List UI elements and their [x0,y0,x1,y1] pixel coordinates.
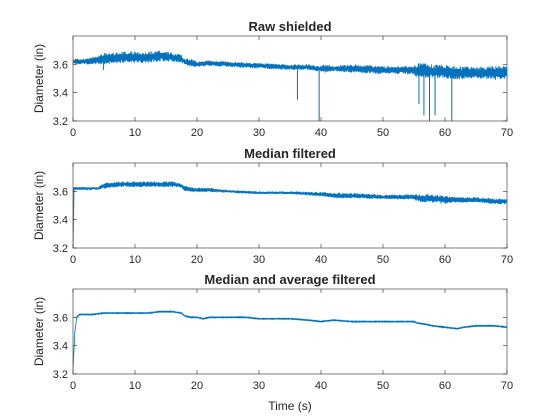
x-tick-label: 0 [70,127,76,139]
x-tick-label: 40 [315,127,327,139]
y-tick-label: 3.2 [53,116,68,128]
plot-area [73,289,507,374]
subplot-median-and-average-filtered: Median and average filtered Diameter (in… [32,272,513,413]
y-tick-label: 3.4 [53,341,68,353]
plot-area [73,163,507,248]
plot-area [73,36,507,121]
subplot-median-filtered: Median filtered Diameter (in) 0 10 20 30 40 5… [32,146,513,266]
x-tick-label: 50 [377,380,389,392]
x-tick-label: 60 [439,380,451,392]
x-tick-label: 20 [191,127,203,139]
x-tick-label: 60 [439,254,451,266]
x-tick-label: 20 [191,380,203,392]
x-tick-label: 0 [70,254,76,266]
y-tick-label: 3.6 [53,312,68,324]
y-tick-label: 3.4 [53,215,68,227]
x-tick-label: 30 [253,254,265,266]
x-tick-label: 50 [377,254,389,266]
x-tick-label: 20 [191,254,203,266]
x-tick-label: 70 [501,127,513,139]
x-tick-label: 10 [129,127,141,139]
y-axis-label: Diameter (in) [32,44,46,113]
x-tick-label: 40 [315,380,327,392]
y-axis-label: Diameter (in) [32,171,46,240]
chart-title: Raw shielded [248,19,331,34]
x-tick-label: 70 [501,380,513,392]
y-tick-label: 3.4 [53,88,68,100]
x-tick-label: 70 [501,254,513,266]
x-tick-label: 40 [315,254,327,266]
x-tick-label: 50 [377,127,389,139]
chart-title: Median filtered [244,146,336,161]
y-axis-label: Diameter (in) [32,297,46,366]
y-tick-label: 3.6 [53,186,68,198]
x-tick-label: 10 [129,380,141,392]
x-tick-label: 60 [439,127,451,139]
x-axis-label: Time (s) [268,399,312,413]
y-tick-label: 3.2 [53,369,68,381]
x-tick-label: 10 [129,254,141,266]
y-tick-label: 3.6 [53,59,68,71]
x-tick-label: 0 [70,380,76,392]
subplot-raw-shielded: Raw shielded Diameter (in) 0 10 20 30 40 50 60… [32,19,513,139]
x-tick-label: 30 [253,127,265,139]
chart-title: Median and average filtered [204,272,375,287]
y-tick-label: 3.2 [53,243,68,255]
x-tick-label: 30 [253,380,265,392]
